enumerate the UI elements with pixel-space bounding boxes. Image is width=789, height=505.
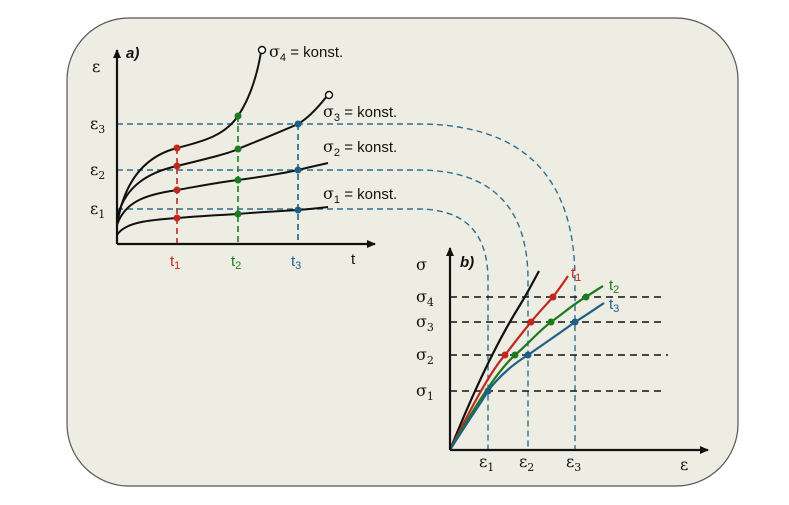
curve-sigma2-label: σ2 = konst.: [323, 137, 397, 159]
curve-black-instant: [448, 270, 540, 451]
curve-sigma4: [116, 51, 262, 244]
panel-b-ytick-sigma2: σ2: [416, 345, 434, 367]
point-b-t2-sigma3: [547, 318, 555, 326]
point-t2-sigma4: [234, 112, 242, 120]
curve-t2-label: t2: [609, 277, 619, 296]
point-t1-sigma4: [173, 144, 181, 152]
curve-t3-label: t3: [609, 296, 619, 315]
curve-sigma3-label: σ3 = konst.: [323, 102, 397, 124]
point-t3-sigma1: [294, 206, 302, 214]
panel-a-x-axis-label: t: [351, 251, 356, 268]
background-panel: [66, 17, 739, 487]
point-t3-sigma2: [294, 166, 302, 174]
panel-b-ytick-sigma1: σ1: [416, 381, 434, 403]
point-b-t2-sigma4: [582, 293, 590, 301]
panel-a-ytick-eps3: ε3: [90, 114, 105, 136]
curve-sigma4-end-marker: [257, 45, 267, 55]
panel-a-xtick-t2: t2: [231, 253, 241, 272]
point-t1-sigma1: [173, 214, 181, 222]
curve-sigma3-end-marker: [324, 90, 334, 100]
point-b-t1-sigma2: [501, 351, 509, 359]
panel-b: σ b) ε σ4 σ3 σ2 σ1 ε1 ε2 ε3 t1 t2 t3: [416, 247, 709, 474]
panel-a-label: a): [126, 45, 139, 62]
point-b-t1-sigma4: [549, 293, 557, 301]
panel-a-y-axis-label: ε: [92, 57, 100, 76]
point-t2-sigma3: [234, 145, 242, 153]
panel-a-xtick-t3: t3: [291, 253, 301, 272]
curve-t1-label: t1: [571, 265, 581, 284]
panel-b-xtick-eps1: ε1: [479, 452, 494, 474]
point-t2-sigma2: [234, 176, 242, 184]
point-t2-sigma1: [234, 210, 242, 218]
point-t1-sigma2: [173, 186, 181, 194]
panel-a-xtick-t1: t1: [170, 253, 180, 272]
panel-a: ε a) t ε3 ε2 ε1 t1 t2 t3 σ4 = konst. σ3 …: [90, 42, 576, 450]
curve-sigma4-label: σ4 = konst.: [269, 42, 343, 64]
point-b-t3-sigma2: [524, 351, 532, 359]
panel-b-xtick-eps3: ε3: [566, 452, 581, 474]
panel-a-ytick-eps1: ε1: [90, 199, 105, 221]
point-t1-sigma3: [173, 162, 181, 170]
eps2-connector: [117, 169, 529, 450]
point-t3-sigma3: [294, 120, 302, 128]
panel-b-x-axis-label: ε: [680, 455, 688, 474]
point-b-t3-sigma3: [571, 318, 579, 326]
panel-b-label: b): [460, 254, 474, 271]
point-b-t2-sigma2: [511, 351, 519, 359]
point-b-t3-sigma1: [484, 387, 492, 395]
panel-b-ytick-sigma4: σ4: [416, 287, 434, 309]
point-b-t1-sigma3: [527, 318, 535, 326]
panel-b-ytick-sigma3: σ3: [416, 312, 434, 334]
panel-a-ytick-eps2: ε2: [90, 160, 105, 182]
panel-b-xtick-eps2: ε2: [519, 452, 534, 474]
panel-b-y-axis-label: σ: [416, 255, 427, 274]
curve-sigma1-label: σ1 = konst.: [323, 184, 397, 206]
